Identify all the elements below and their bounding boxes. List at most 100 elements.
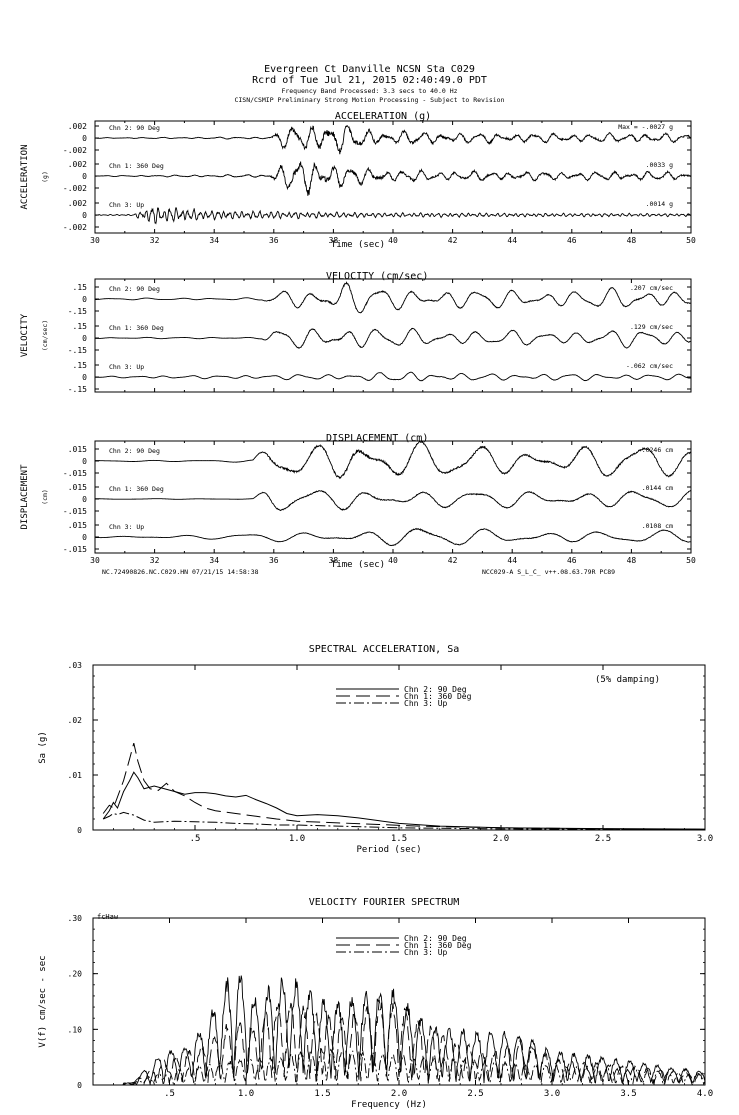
header-station: Evergreen Ct Danville NCSN Sta C029 — [264, 64, 475, 75]
acceleration-x-tick-label: 32 — [150, 236, 160, 245]
displacement-max-label: .0144 cm — [642, 484, 673, 492]
displacement-y-tick-label: 0 — [82, 495, 87, 504]
fourier-legend-label: Chn 2: 90 Deg — [404, 934, 467, 943]
displacement-x-tick-label: 42 — [448, 556, 458, 565]
velocity-max-label: .129 cm/sec — [630, 323, 673, 331]
displacement-y-tick-label: -.015 — [63, 469, 87, 478]
velocity-channel-label: Chn 1: 360 Deg — [109, 324, 164, 332]
velocity-y-tick-label: -.15 — [68, 307, 87, 316]
spectral-y-tick-label: .01 — [68, 771, 83, 780]
fourier-x-tick-label: .5 — [164, 1089, 175, 1099]
footer-version-info: NCC029-A S_L_C_ v++.08.63.79R PC89 — [482, 568, 615, 576]
acceleration-x-tick-label: 34 — [209, 236, 219, 245]
acceleration-x-tick-label: 50 — [686, 236, 696, 245]
acceleration-y-tick-label: 0 — [82, 211, 87, 220]
velocity-trace-2 — [94, 327, 692, 349]
fourier-frame — [92, 917, 706, 1086]
velocity-y-tick-label: .15 — [73, 322, 88, 331]
velocity-trace-3 — [95, 371, 692, 382]
spectral-annotation: (5% damping) — [595, 675, 660, 685]
acceleration-x-tick-label: 30 — [90, 236, 100, 245]
displacement-x-tick-label: 44 — [507, 556, 517, 565]
spectral-y-tick-label: .02 — [68, 716, 83, 725]
acceleration-y-tick-label: .002 — [68, 199, 87, 208]
displacement-trace-3 — [94, 527, 692, 547]
spectral-series-3 — [102, 811, 706, 830]
fourier-y-axis-label: V(f) cm/sec - sec — [38, 955, 48, 1047]
displacement-y-tick-label: .015 — [68, 445, 87, 454]
fourier-x-tick-label: 2.5 — [467, 1089, 483, 1099]
displacement-channel-label: Chn 1: 360 Deg — [109, 485, 164, 493]
acceleration-y-tick-label: -.002 — [63, 146, 87, 155]
velocity-max-label: .207 cm/sec — [630, 284, 673, 292]
acceleration-side-label: ACCELERATION — [20, 144, 30, 209]
fourier-series-3 — [93, 1047, 706, 1086]
acceleration-x-tick-label: 36 — [269, 236, 279, 245]
fourier-x-tick-label: 2.0 — [391, 1089, 407, 1099]
velocity-title: VELOCITY (cm/sec) — [326, 271, 428, 282]
displacement-x-tick-label: 30 — [90, 556, 100, 565]
spectral-legend-label: Chn 2: 90 Deg — [404, 685, 467, 694]
fourier-y-tick-label: .20 — [68, 970, 83, 979]
spectral-x-tick-label: 1.0 — [289, 834, 305, 844]
velocity-frame — [94, 278, 692, 393]
acceleration-x-tick-label: 46 — [567, 236, 577, 245]
displacement-unit-label: (cm) — [41, 489, 49, 505]
spectral-x-tick-label: 1.5 — [391, 834, 407, 844]
displacement-channel-label: Chn 2: 90 Deg — [109, 447, 160, 455]
fourier-x-tick-label: 1.0 — [238, 1089, 254, 1099]
spectral-x-tick-label: .5 — [190, 834, 201, 844]
fourier-series-1 — [93, 975, 706, 1086]
displacement-x-tick-label: 40 — [388, 556, 398, 565]
header-disclaimer: CISN/CSMIP Preliminary Strong Motion Pro… — [234, 96, 505, 104]
velocity-trace-1 — [94, 281, 692, 314]
velocity-unit-label: (cm/sec) — [41, 320, 49, 351]
spectral-y-axis-label: Sa (g) — [38, 731, 48, 764]
displacement-trace-2 — [94, 489, 692, 512]
displacement-x-axis-label: Time (sec) — [331, 560, 385, 570]
velocity-max-label: -.062 cm/sec — [626, 362, 673, 370]
fourier-legend-label: Chn 1: 360 Deg — [404, 941, 472, 950]
velocity-y-tick-label: 0 — [82, 334, 87, 343]
velocity-y-tick-label: -.15 — [68, 346, 87, 355]
acceleration-x-tick-label: 38 — [329, 236, 339, 245]
velocity-side-label: VELOCITY — [20, 313, 30, 357]
spectral-x-tick-label: 3.0 — [697, 834, 713, 844]
displacement-y-tick-label: -.015 — [63, 545, 87, 554]
velocity-channel-label: Chn 2: 90 Deg — [109, 285, 160, 293]
footer-file-info: NC.72490826.NC.C029.HN 07/21/15 14:58:38 — [102, 568, 259, 576]
fourier-x-tick-label: 3.0 — [544, 1089, 560, 1099]
displacement-x-tick-label: 38 — [329, 556, 339, 565]
spectral-y-tick-label: 0 — [77, 826, 82, 835]
acceleration-channel-label: Chn 3: Up — [109, 201, 144, 209]
header-band: Frequency Band Processed: 3.3 secs to 40… — [281, 87, 458, 95]
acceleration-channel-label: Chn 2: 90 Deg — [109, 124, 160, 132]
spectral-x-tick-label: 2.5 — [595, 834, 611, 844]
acceleration-y-tick-label: 0 — [82, 134, 87, 143]
fourier-x-tick-label: 3.5 — [620, 1089, 636, 1099]
fourier-title: VELOCITY FOURIER SPECTRUM — [309, 897, 460, 908]
displacement-x-tick-label: 36 — [269, 556, 279, 565]
displacement-y-tick-label: -.015 — [63, 507, 87, 516]
acceleration-x-tick-label: 48 — [627, 236, 637, 245]
displacement-max-label: .0246 cm — [642, 446, 673, 454]
displacement-frame — [94, 440, 692, 554]
acceleration-y-tick-label: 0 — [82, 172, 87, 181]
acceleration-x-tick-label: 42 — [448, 236, 458, 245]
spectral-series-2 — [102, 742, 706, 830]
acceleration-title: ACCELERATION (g) — [335, 111, 431, 122]
displacement-channel-label: Chn 3: Up — [109, 523, 144, 531]
acceleration-max-label: Max = -.0027 g — [618, 123, 673, 131]
displacement-x-tick-label: 46 — [567, 556, 577, 565]
velocity-y-tick-label: 0 — [82, 373, 87, 382]
fourier-x-tick-label: 4.0 — [697, 1089, 713, 1099]
spectral-frame — [92, 664, 706, 831]
acceleration-x-tick-label: 40 — [388, 236, 398, 245]
spectral-x-tick-label: 2.0 — [493, 834, 509, 844]
spectral-legend-label: Chn 3: Up — [404, 699, 448, 708]
displacement-y-tick-label: .015 — [68, 483, 87, 492]
displacement-y-tick-label: 0 — [82, 533, 87, 542]
header-record: Rcrd of Tue Jul 21, 2015 02:40:49.0 PDT — [252, 75, 487, 86]
acceleration-y-tick-label: -.002 — [63, 184, 87, 193]
